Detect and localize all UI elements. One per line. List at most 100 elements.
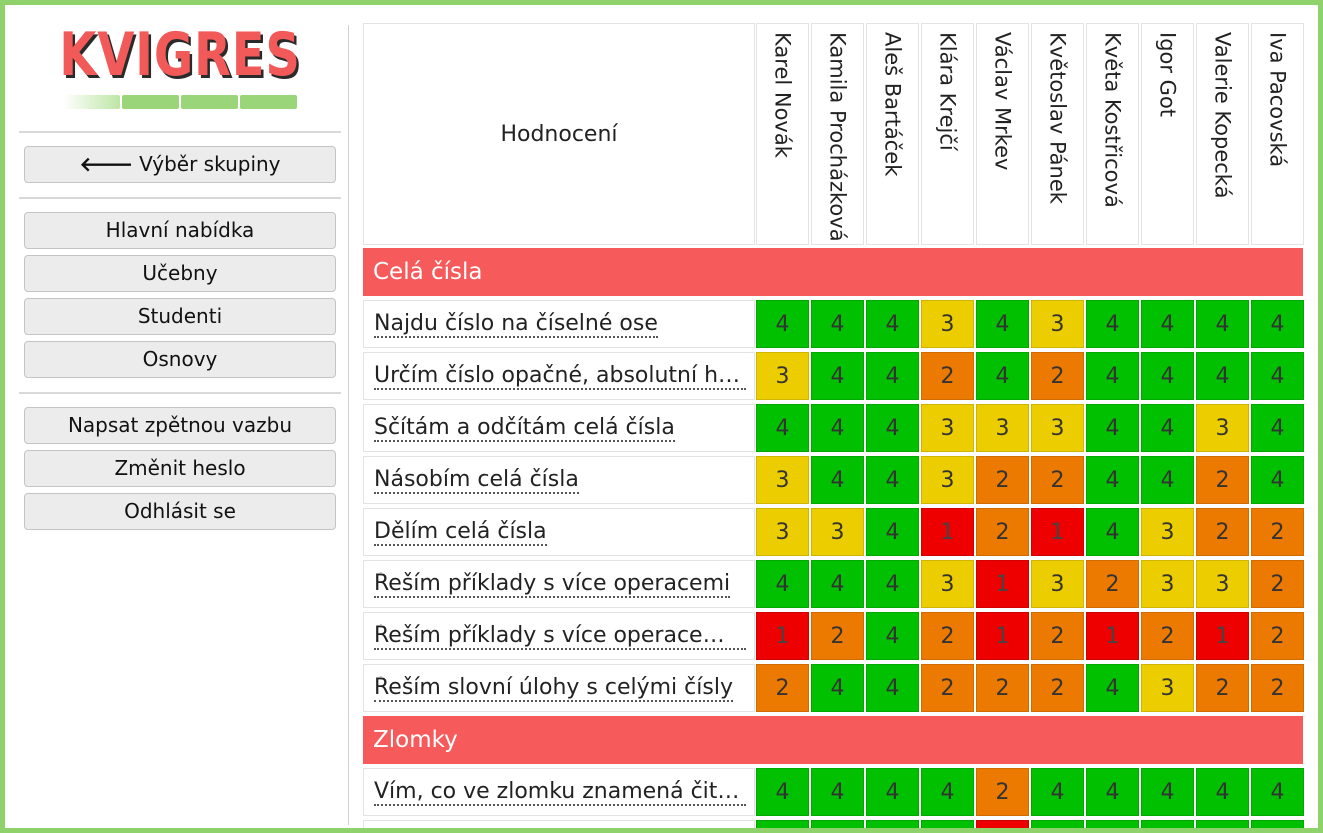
grade-cell[interactable]: 4 [866,352,919,400]
grade-cell[interactable]: 4 [1196,300,1249,348]
grade-cell[interactable]: 1 [1086,612,1139,660]
grade-cell[interactable]: 2 [1251,612,1304,660]
skill-link[interactable]: Dělím celá čísla [374,520,547,546]
grade-cell[interactable]: 3 [756,352,809,400]
grade-cell[interactable]: 3 [756,456,809,504]
skill-row-label[interactable]: Dělím celá čísla [363,508,755,556]
write-feedback-button[interactable]: Napsat zpětnou vazbu [24,407,336,444]
student-header[interactable]: Iva Pacovská [1251,23,1304,245]
grade-cell[interactable]: 1 [976,560,1029,608]
skill-row-label[interactable]: Sčítám a odčítám celá čísla [363,404,755,452]
grade-cell[interactable]: 4 [921,820,974,828]
grade-cell[interactable]: 4 [866,456,919,504]
grade-cell[interactable]: 2 [1031,664,1084,712]
skill-link[interactable]: Řeším příklady s více operacemi [374,572,731,598]
skill-link[interactable]: Určím číslo opačné, absolutní hodnotu [374,364,746,390]
grade-cell[interactable]: 4 [1141,456,1194,504]
grade-cell[interactable]: 4 [1031,820,1084,828]
student-header[interactable]: Valerie Kopecká [1196,23,1249,245]
grade-cell[interactable]: 4 [811,768,864,816]
grade-cell[interactable]: 2 [1196,508,1249,556]
grade-cell[interactable]: 4 [1086,768,1139,816]
grade-cell[interactable]: 4 [1141,352,1194,400]
student-header[interactable]: Kamila Procházková [811,23,864,245]
grade-cell[interactable]: 1 [921,508,974,556]
grade-cell[interactable]: 1 [976,612,1029,660]
logo[interactable]: KVIGRES [19,19,341,117]
grade-cell[interactable]: 4 [921,768,974,816]
grade-cell[interactable]: 4 [1086,300,1139,348]
grade-cell[interactable]: 4 [756,560,809,608]
grade-cell[interactable]: 4 [1086,664,1139,712]
grade-cell[interactable]: 2 [756,664,809,712]
grade-cell[interactable]: 2 [921,352,974,400]
grade-cell[interactable]: 4 [1086,508,1139,556]
grade-cell[interactable]: 4 [756,820,809,828]
grade-cell[interactable]: 4 [866,508,919,556]
grade-cell[interactable]: 4 [976,300,1029,348]
grade-cell[interactable]: 4 [1141,300,1194,348]
grade-cell[interactable]: 4 [1086,404,1139,452]
skill-row-label[interactable]: Řeším příklady s více operacemi a závork… [363,612,755,660]
grade-cell[interactable]: 2 [921,664,974,712]
grade-cell[interactable]: 4 [1141,820,1194,828]
grade-cell[interactable]: 2 [976,456,1029,504]
skill-row-label[interactable]: Násobím celá čísla [363,456,755,504]
grade-cell[interactable]: 4 [1086,352,1139,400]
grade-cell[interactable]: 4 [1031,768,1084,816]
grade-cell[interactable]: 3 [921,404,974,452]
skill-link[interactable]: Vím, co ve zlomku znamená čitatel a jmen… [374,780,746,806]
grade-cell[interactable]: 3 [921,456,974,504]
skill-row-label[interactable] [363,820,755,828]
grade-cell[interactable]: 2 [921,612,974,660]
grade-cell[interactable]: 3 [1196,560,1249,608]
grade-cell[interactable]: 3 [811,508,864,556]
main-menu-button[interactable]: Hlavní nabídka [24,212,336,249]
grade-cell[interactable]: 4 [866,404,919,452]
curricula-button[interactable]: Osnovy [24,341,336,378]
grade-cell[interactable]: 2 [1196,664,1249,712]
skill-row-label[interactable]: Určím číslo opačné, absolutní hodnotu [363,352,755,400]
student-header[interactable]: Klára Krejčí [921,23,974,245]
grade-cell[interactable]: 4 [1251,404,1304,452]
grade-cell[interactable]: 4 [1251,456,1304,504]
grade-cell[interactable]: 4 [976,352,1029,400]
grade-cell[interactable]: 2 [1031,352,1084,400]
grade-cell[interactable]: 2 [1031,456,1084,504]
grade-cell[interactable]: 1 [1031,508,1084,556]
student-header[interactable]: Květoslav Pánek [1031,23,1084,245]
grade-cell[interactable]: 4 [1251,300,1304,348]
grade-cell[interactable]: 4 [1251,768,1304,816]
grade-cell[interactable]: 4 [811,664,864,712]
grade-cell[interactable]: 4 [1251,352,1304,400]
grade-cell[interactable]: 2 [1251,664,1304,712]
grade-cell[interactable]: 4 [811,300,864,348]
grade-cell[interactable]: 1 [1196,612,1249,660]
grade-cell[interactable]: 4 [1141,768,1194,816]
grade-cell[interactable]: 4 [866,820,919,828]
grade-cell[interactable]: 3 [756,508,809,556]
student-header[interactable]: Aleš Bartáček [866,23,919,245]
grade-cell[interactable]: 3 [1141,508,1194,556]
students-button[interactable]: Studenti [24,298,336,335]
grade-cell[interactable]: 2 [1196,456,1249,504]
grade-cell[interactable]: 2 [1251,560,1304,608]
skill-link[interactable]: Najdu číslo na číselné ose [374,312,658,338]
grade-cell[interactable]: 2 [1251,508,1304,556]
grade-cell[interactable]: 2 [1141,612,1194,660]
grade-cell[interactable]: 4 [1086,456,1139,504]
grade-cell[interactable]: 3 [1141,560,1194,608]
student-header[interactable]: Václav Mrkev [976,23,1029,245]
student-header[interactable]: Květa Kostřicová [1086,23,1139,245]
grade-cell[interactable]: 4 [811,352,864,400]
grade-cell[interactable]: 4 [811,404,864,452]
grade-cell[interactable]: 4 [866,560,919,608]
grade-cell[interactable]: 4 [1196,352,1249,400]
change-password-button[interactable]: Změnit heslo [24,450,336,487]
student-header[interactable]: Igor Got [1141,23,1194,245]
grade-cell[interactable]: 3 [1031,560,1084,608]
skill-row-label[interactable]: Najdu číslo na číselné ose [363,300,755,348]
grade-cell[interactable]: 1 [756,612,809,660]
grade-cell[interactable]: 4 [866,664,919,712]
grade-cell[interactable]: 2 [811,612,864,660]
